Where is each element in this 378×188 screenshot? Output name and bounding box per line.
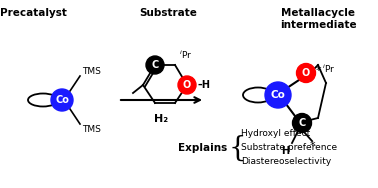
Circle shape bbox=[146, 56, 164, 74]
Text: Metallacycle
intermediate: Metallacycle intermediate bbox=[280, 8, 356, 30]
Text: O: O bbox=[183, 80, 191, 90]
Circle shape bbox=[293, 114, 311, 133]
Text: Hydroxyl effect: Hydroxyl effect bbox=[241, 130, 310, 139]
Circle shape bbox=[178, 76, 196, 94]
Text: C: C bbox=[298, 118, 306, 128]
Text: Co: Co bbox=[271, 90, 285, 100]
Text: Explains: Explains bbox=[178, 143, 227, 153]
Text: Diastereoselectivity: Diastereoselectivity bbox=[241, 158, 331, 167]
Text: $^{i}$Pr: $^{i}$Pr bbox=[179, 49, 192, 61]
Text: H: H bbox=[281, 146, 289, 156]
Text: *: * bbox=[316, 66, 322, 76]
Text: O: O bbox=[302, 68, 310, 78]
Text: *: * bbox=[310, 141, 316, 151]
Text: C: C bbox=[151, 60, 159, 70]
Text: Substrate preference: Substrate preference bbox=[241, 143, 337, 152]
Text: Substrate: Substrate bbox=[139, 8, 197, 18]
Circle shape bbox=[296, 64, 316, 83]
Text: –H: –H bbox=[198, 80, 211, 90]
Text: TMS: TMS bbox=[82, 67, 101, 77]
Text: {: { bbox=[229, 134, 246, 161]
Text: TMS: TMS bbox=[82, 126, 101, 134]
Text: $^{i}$Pr: $^{i}$Pr bbox=[322, 63, 335, 75]
Text: Co: Co bbox=[55, 95, 69, 105]
Text: H₂: H₂ bbox=[155, 114, 169, 124]
Circle shape bbox=[51, 89, 73, 111]
Circle shape bbox=[265, 82, 291, 108]
Text: Precatalyst: Precatalyst bbox=[0, 8, 67, 18]
